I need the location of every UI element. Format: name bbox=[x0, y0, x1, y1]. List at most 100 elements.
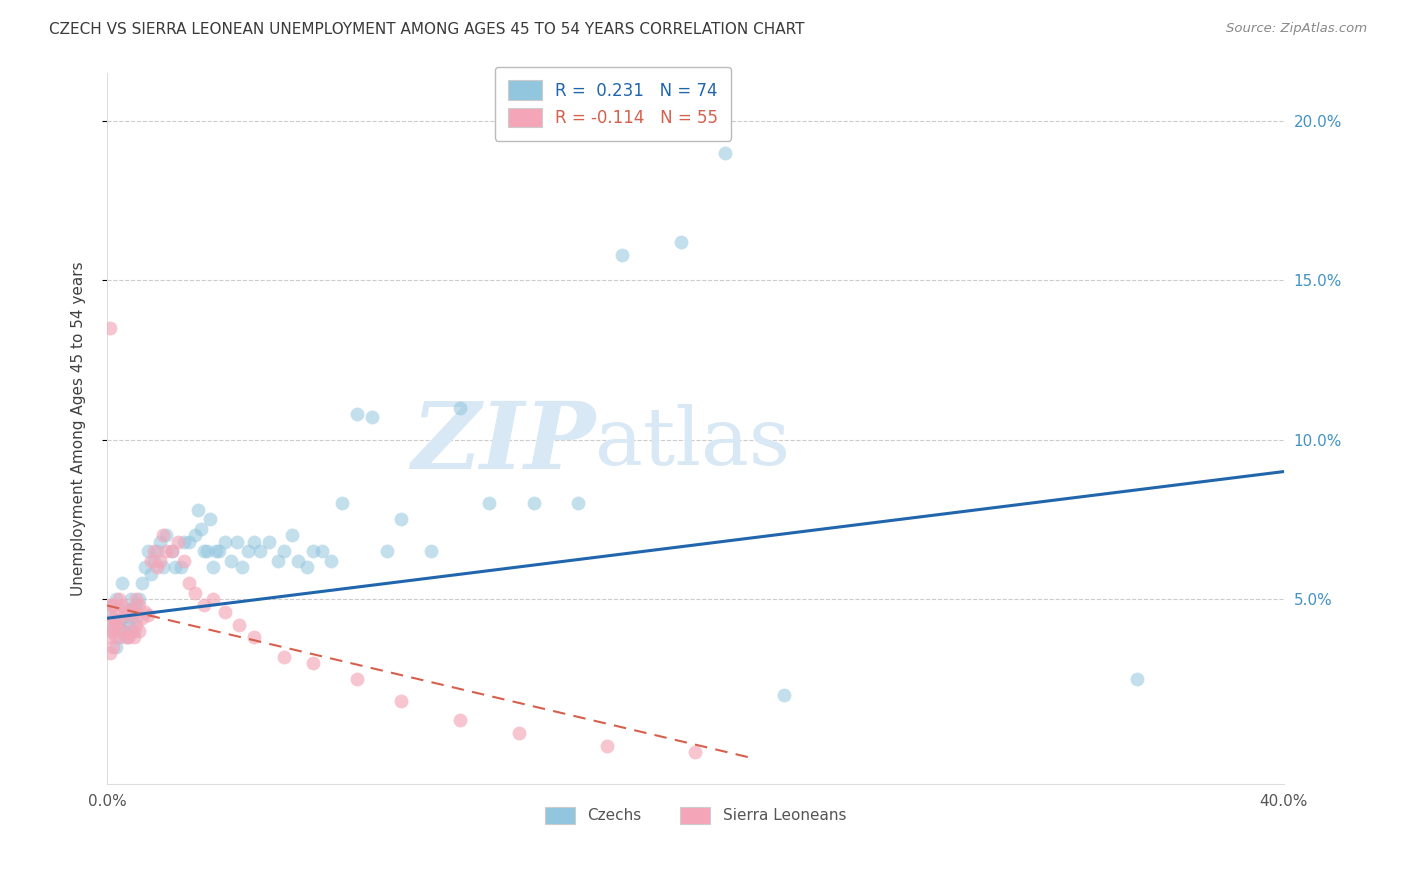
Point bbox=[152, 560, 174, 574]
Point bbox=[238, 544, 260, 558]
Point bbox=[523, 496, 546, 510]
Point bbox=[98, 599, 121, 613]
Point bbox=[302, 544, 325, 558]
Text: atlas: atlas bbox=[595, 404, 790, 482]
Point bbox=[141, 566, 163, 581]
Point bbox=[187, 503, 209, 517]
Point bbox=[104, 605, 127, 619]
Point bbox=[184, 586, 207, 600]
Point bbox=[120, 624, 142, 638]
Point bbox=[567, 496, 589, 510]
Point bbox=[273, 649, 295, 664]
Point bbox=[101, 640, 124, 654]
Point bbox=[128, 592, 150, 607]
Point bbox=[104, 631, 127, 645]
Point bbox=[273, 544, 295, 558]
Point bbox=[685, 745, 707, 759]
Point bbox=[104, 640, 127, 654]
Point bbox=[201, 560, 224, 574]
Y-axis label: Unemployment Among Ages 45 to 54 years: Unemployment Among Ages 45 to 54 years bbox=[72, 261, 86, 596]
Point bbox=[134, 560, 156, 574]
Point bbox=[143, 554, 166, 568]
Point bbox=[375, 544, 398, 558]
Point bbox=[114, 631, 136, 645]
Point bbox=[772, 688, 794, 702]
Point bbox=[125, 592, 148, 607]
Point bbox=[163, 560, 186, 574]
Point bbox=[122, 601, 145, 615]
Point bbox=[193, 599, 215, 613]
Point bbox=[155, 544, 177, 558]
Point bbox=[98, 624, 121, 638]
Point bbox=[120, 601, 142, 615]
Point bbox=[111, 599, 134, 613]
Point bbox=[111, 624, 134, 638]
Point bbox=[184, 528, 207, 542]
Point bbox=[98, 631, 121, 645]
Point bbox=[108, 631, 131, 645]
Point bbox=[193, 544, 215, 558]
Point bbox=[98, 646, 121, 660]
Legend: Czechs, Sierra Leoneans: Czechs, Sierra Leoneans bbox=[538, 801, 852, 830]
Point bbox=[128, 599, 150, 613]
Point bbox=[108, 592, 131, 607]
Point bbox=[243, 534, 266, 549]
Point bbox=[596, 739, 619, 753]
Point bbox=[449, 401, 471, 415]
Point bbox=[266, 554, 288, 568]
Point bbox=[125, 617, 148, 632]
Point bbox=[205, 544, 228, 558]
Point bbox=[319, 554, 342, 568]
Point bbox=[108, 617, 131, 632]
Point bbox=[173, 534, 195, 549]
Point bbox=[478, 496, 501, 510]
Point bbox=[122, 631, 145, 645]
Point bbox=[201, 592, 224, 607]
Point bbox=[419, 544, 441, 558]
Point bbox=[114, 601, 136, 615]
Point bbox=[128, 624, 150, 638]
Point bbox=[122, 624, 145, 638]
Point bbox=[101, 599, 124, 613]
Point bbox=[117, 608, 139, 623]
Point bbox=[173, 554, 195, 568]
Point bbox=[208, 544, 231, 558]
Point bbox=[508, 726, 530, 740]
Point bbox=[114, 605, 136, 619]
Point bbox=[155, 528, 177, 542]
Point bbox=[146, 544, 169, 558]
Point bbox=[231, 560, 253, 574]
Text: ZIP: ZIP bbox=[411, 398, 595, 488]
Point bbox=[104, 617, 127, 632]
Point bbox=[117, 631, 139, 645]
Point bbox=[169, 560, 191, 574]
Point bbox=[243, 631, 266, 645]
Point bbox=[610, 248, 633, 262]
Point bbox=[146, 560, 169, 574]
Point bbox=[228, 617, 250, 632]
Point bbox=[114, 624, 136, 638]
Point bbox=[360, 410, 382, 425]
Point bbox=[160, 544, 183, 558]
Point bbox=[101, 624, 124, 638]
Point bbox=[214, 605, 236, 619]
Point bbox=[101, 599, 124, 613]
Point bbox=[152, 528, 174, 542]
Point bbox=[125, 599, 148, 613]
Point bbox=[98, 321, 121, 335]
Point bbox=[108, 615, 131, 629]
Point bbox=[346, 672, 368, 686]
Point bbox=[332, 496, 354, 510]
Point bbox=[117, 631, 139, 645]
Point bbox=[136, 608, 159, 623]
Point bbox=[98, 617, 121, 632]
Point bbox=[101, 611, 124, 625]
Point bbox=[111, 611, 134, 625]
Point bbox=[131, 611, 153, 625]
Point bbox=[281, 528, 304, 542]
Point bbox=[101, 615, 124, 629]
Point bbox=[389, 694, 412, 708]
Point bbox=[104, 592, 127, 607]
Point bbox=[143, 544, 166, 558]
Point bbox=[669, 235, 692, 249]
